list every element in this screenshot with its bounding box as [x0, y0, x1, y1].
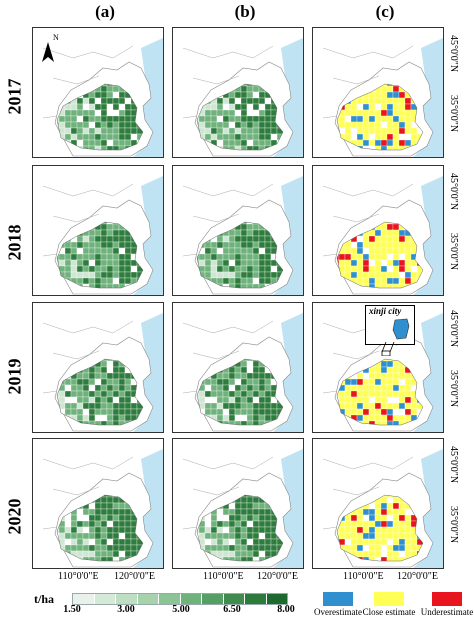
legend-swatch-underestimate	[432, 592, 462, 606]
study-region-outline	[56, 83, 144, 151]
province-borders	[182, 456, 274, 530]
study-region-outline	[336, 494, 424, 562]
study-region-outline	[196, 358, 284, 426]
study-region-outline	[56, 358, 144, 426]
province-borders	[42, 45, 134, 119]
province-borders	[42, 456, 134, 530]
svg-text:N: N	[53, 33, 59, 42]
inset-leader	[381, 342, 395, 356]
colorbar-unit: t/ha	[34, 592, 55, 606]
lon-label-a-120: 120°0'0"E	[114, 571, 155, 582]
colorbar-tick-5: 8.00	[277, 604, 295, 615]
year-label-2019: 2019	[4, 358, 25, 394]
column-header-a: (a)	[95, 2, 115, 21]
lat-label-2017-35n: 35°0'0"N	[448, 95, 459, 133]
map-panel-a-2018	[32, 165, 164, 296]
study-region-outline	[336, 358, 424, 426]
province-borders	[42, 320, 134, 394]
study-region-outline	[196, 494, 284, 562]
lat-label-2020-35n: 35°0'0"N	[448, 506, 459, 544]
province-borders	[322, 45, 414, 119]
study-region-outline	[336, 83, 424, 151]
lat-label-2019-45n: 45°0'0"N	[448, 310, 459, 348]
inset-map	[392, 318, 410, 340]
map-panel-c-2018	[312, 165, 444, 296]
map-panel-a-2020	[32, 438, 164, 569]
legend-swatch-close	[374, 592, 404, 606]
legend-label-underestimate: Underestimate	[420, 607, 474, 617]
province-borders	[182, 183, 274, 257]
study-region-outline	[56, 221, 144, 289]
lat-label-2018-45n: 45°0'0"N	[448, 173, 459, 211]
year-label-2020: 2020	[4, 498, 25, 534]
legend-label-close: Close estimate	[362, 607, 416, 617]
map-panel-c-2019	[312, 302, 444, 433]
lat-label-2018-35n: 35°0'0"N	[448, 233, 459, 271]
colorbar-step-8	[223, 594, 245, 604]
colorbar-step-3	[116, 594, 138, 604]
map-panel-b-2019	[172, 302, 304, 433]
column-header-c: (c)	[375, 2, 395, 21]
colorbar-step-9	[245, 594, 267, 604]
province-borders	[182, 320, 274, 394]
lon-label-b-120: 120°0'0"E	[257, 571, 298, 582]
province-borders	[182, 45, 274, 119]
year-label-2018: 2018	[4, 224, 25, 260]
province-borders	[42, 183, 134, 257]
colorbar-step-4	[137, 594, 159, 604]
colorbar-step-7	[202, 594, 224, 604]
map-panel-c-2017	[312, 27, 444, 158]
province-borders	[322, 456, 414, 530]
map-panel-c-2020	[312, 438, 444, 569]
lon-label-c-120: 120°0'0"E	[397, 571, 438, 582]
legend-swatch-overestimate	[323, 592, 353, 606]
map-panel-b-2020	[172, 438, 304, 569]
colorbar-tick-2: 3.00	[117, 604, 135, 615]
study-region-outline	[196, 83, 284, 151]
colorbar	[72, 593, 288, 605]
lat-label-2019-35n: 35°0'0"N	[448, 370, 459, 408]
study-region-outline	[196, 221, 284, 289]
lon-label-b-110: 110°0'0"E	[203, 571, 244, 582]
colorbar-step-5	[159, 594, 181, 604]
colorbar-step-1	[73, 594, 95, 604]
column-header-b: (b)	[234, 2, 256, 21]
north-arrow-icon: N	[40, 32, 62, 66]
colorbar-tick-3: 5.00	[172, 604, 190, 615]
county-cells	[197, 84, 283, 150]
legend-label-overestimate: Overestimate	[314, 607, 362, 617]
map-panel-b-2017	[172, 27, 304, 158]
year-label-2017: 2017	[4, 78, 25, 114]
lat-label-2020-45n: 45°0'0"N	[448, 446, 459, 484]
province-borders	[322, 183, 414, 257]
colorbar-step-2	[94, 594, 116, 604]
study-region-outline	[336, 221, 424, 289]
study-region-outline	[56, 494, 144, 562]
colorbar-step-10	[266, 594, 287, 604]
colorbar-step-6	[180, 594, 202, 604]
map-panel-a-2019	[32, 302, 164, 433]
lon-label-a-110: 110°0'0"E	[58, 571, 99, 582]
map-panel-b-2018	[172, 165, 304, 296]
lon-label-c-110: 110°0'0"E	[343, 571, 384, 582]
map-panel-a-2017	[32, 27, 164, 158]
inset-label: xinji city	[369, 306, 402, 316]
lat-label-2017-45n: 45°0'0"N	[448, 35, 459, 73]
colorbar-tick-4: 6.50	[223, 604, 241, 615]
colorbar-tick-1: 1.50	[63, 604, 81, 615]
